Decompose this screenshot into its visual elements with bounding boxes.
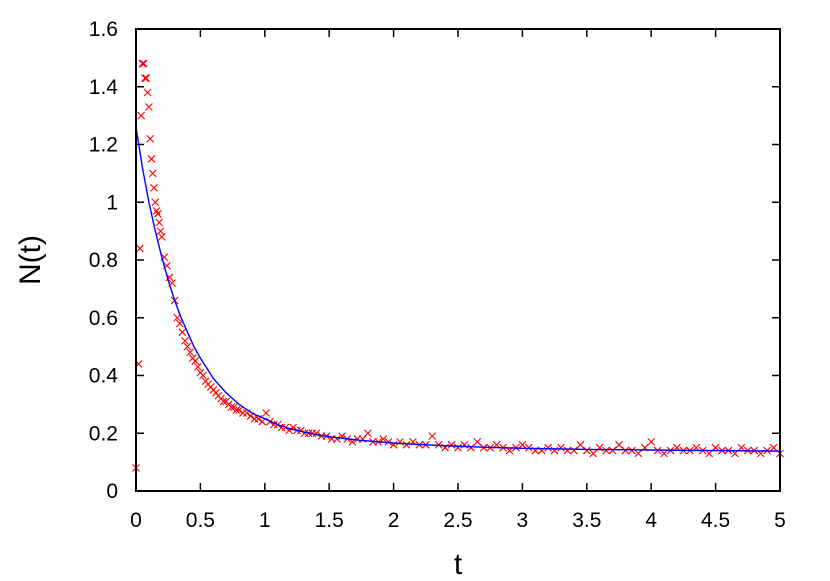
x-tick-label: 4.5 xyxy=(701,509,730,532)
x-tick-label: 0 xyxy=(130,509,142,532)
data-point xyxy=(563,446,572,455)
y-tick-label: 0.2 xyxy=(89,422,118,445)
data-point xyxy=(576,440,585,449)
data-point xyxy=(141,74,149,82)
data-point xyxy=(144,103,153,111)
y-tick-label: 1.2 xyxy=(89,134,118,157)
data-point xyxy=(634,449,643,458)
x-axis-title: t xyxy=(454,548,463,581)
data-point xyxy=(363,429,372,438)
data-point xyxy=(147,155,156,163)
x-tick-label: 2 xyxy=(388,509,400,532)
data-point xyxy=(146,134,155,143)
data-point xyxy=(402,440,411,449)
data-point xyxy=(737,443,746,452)
data-point xyxy=(582,446,591,455)
data-point xyxy=(219,397,228,406)
y-tick-label: 0 xyxy=(106,480,118,503)
data-point xyxy=(608,446,617,455)
x-tick-label: 3.5 xyxy=(572,509,601,532)
x-tick-label: 4 xyxy=(645,509,657,532)
data-point xyxy=(183,342,192,351)
data-point xyxy=(396,438,404,446)
data-point xyxy=(466,443,475,452)
data-point xyxy=(142,74,151,82)
data-point xyxy=(186,348,194,357)
y-axis-title: N(t) xyxy=(14,235,47,285)
data-point xyxy=(621,446,630,455)
data-point xyxy=(155,218,164,227)
data-points xyxy=(132,59,784,472)
data-point xyxy=(239,409,247,417)
y-tick-label: 1.6 xyxy=(89,18,118,41)
y-tick-label: 0.6 xyxy=(89,307,118,330)
data-point xyxy=(647,438,656,446)
data-point xyxy=(660,449,668,458)
x-tick-label: 5 xyxy=(774,509,786,532)
data-point xyxy=(570,446,578,455)
data-point xyxy=(178,328,187,337)
x-tick-label: 2.5 xyxy=(443,509,472,532)
data-point xyxy=(154,209,162,218)
fit-curve xyxy=(135,127,781,452)
x-tick-label: 3 xyxy=(517,509,529,532)
data-point xyxy=(199,371,207,380)
data-point xyxy=(454,443,462,452)
data-point xyxy=(473,438,482,446)
x-tick-label: 1 xyxy=(259,509,271,532)
data-point xyxy=(138,59,147,68)
data-point xyxy=(232,406,241,415)
data-point xyxy=(157,233,166,241)
x-tick-label: 1.5 xyxy=(315,509,344,532)
data-point xyxy=(557,443,565,452)
data-point xyxy=(137,111,146,120)
data-point xyxy=(156,227,165,236)
data-point xyxy=(143,88,152,97)
y-tick-label: 1 xyxy=(106,191,118,214)
data-point xyxy=(769,443,778,452)
data-point xyxy=(235,406,243,415)
data-point xyxy=(615,440,623,449)
data-point xyxy=(296,426,305,435)
y-axis-ticks: 0 0.2 0.4 0.6 0.8 1 1.2 1.4 1.6 xyxy=(89,18,780,503)
y-tick-label: 1.4 xyxy=(89,76,119,99)
data-point xyxy=(518,440,527,449)
data-point xyxy=(139,59,148,68)
data-point xyxy=(428,432,437,441)
data-point xyxy=(151,198,160,207)
data-point xyxy=(250,414,259,423)
data-point xyxy=(181,336,189,345)
data-point xyxy=(150,183,158,192)
data-point xyxy=(589,449,598,458)
y-tick-label: 0.4 xyxy=(89,365,119,388)
data-point xyxy=(627,446,636,455)
data-point xyxy=(447,440,456,449)
data-point xyxy=(191,357,200,365)
data-point xyxy=(227,403,236,412)
data-point xyxy=(193,362,202,371)
plot-frame xyxy=(135,28,781,492)
data-point xyxy=(602,446,611,455)
x-tick-label: 0.5 xyxy=(186,509,215,532)
y-tick-label: 0.8 xyxy=(89,249,118,272)
data-point xyxy=(262,409,270,417)
data-point xyxy=(544,443,553,452)
x-axis-ticks: 0 0.5 1 1.5 2 2.5 3 3.5 4 4.5 5 xyxy=(130,29,786,532)
data-point xyxy=(135,244,144,253)
data-point xyxy=(384,438,393,446)
fit-curve-group xyxy=(135,127,781,452)
data-point xyxy=(148,169,157,178)
